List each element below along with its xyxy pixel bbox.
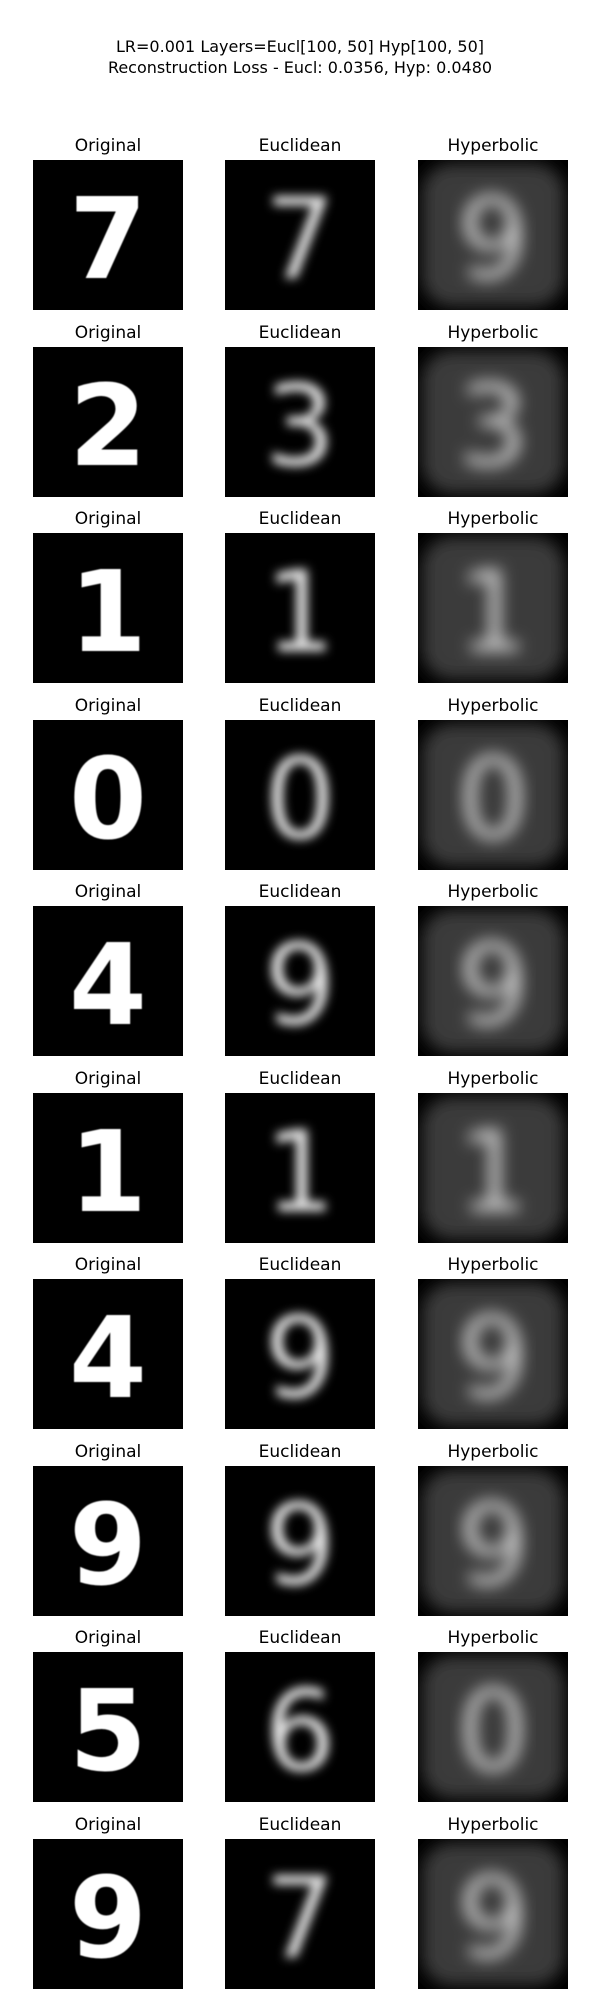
- hyperbolic-digit-glyph: 9: [457, 921, 528, 1051]
- original-image-row-2: 2: [33, 347, 183, 497]
- panel-title-euclidean: Euclidean: [258, 1442, 342, 1462]
- panel-title-original: Original: [74, 1815, 142, 1835]
- panel-title-euclidean: Euclidean: [258, 882, 342, 902]
- hyperbolic-image-row-6: 1: [418, 1093, 568, 1243]
- panel-title-hyperbolic: Hyperbolic: [447, 323, 539, 343]
- panel-title-original: Original: [74, 1255, 142, 1275]
- panel-title-euclidean: Euclidean: [258, 1069, 342, 1089]
- original-digit-glyph: 9: [69, 1854, 147, 1984]
- original-digit-glyph: 2: [69, 362, 147, 492]
- euclidean-image-row-1: 7: [225, 160, 375, 310]
- original-digit-glyph: 4: [69, 921, 147, 1051]
- euclidean-digit-glyph: 0: [264, 735, 335, 865]
- panel-title-euclidean: Euclidean: [258, 1255, 342, 1275]
- euclidean-image-row-9: 6: [225, 1652, 375, 1802]
- euclidean-digit-glyph: 9: [264, 921, 335, 1051]
- panel-title-original: Original: [74, 323, 142, 343]
- hyperbolic-image-row-2: 3: [418, 347, 568, 497]
- panel-title-original: Original: [74, 136, 142, 156]
- panel-title-euclidean: Euclidean: [258, 136, 342, 156]
- euclidean-digit-glyph: 7: [264, 1854, 335, 1984]
- hyperbolic-image-row-5: 9: [418, 906, 568, 1056]
- original-image-row-6: 1: [33, 1093, 183, 1243]
- panel-title-hyperbolic: Hyperbolic: [447, 136, 539, 156]
- hyperbolic-digit-glyph: 9: [457, 1294, 528, 1424]
- hyperbolic-digit-glyph: 9: [457, 175, 528, 305]
- hyperbolic-digit-glyph: 0: [457, 735, 528, 865]
- euclidean-digit-glyph: 6: [264, 1667, 335, 1797]
- panel-title-euclidean: Euclidean: [258, 323, 342, 343]
- hyperbolic-digit-glyph: 0: [457, 1667, 528, 1797]
- panel-title-hyperbolic: Hyperbolic: [447, 509, 539, 529]
- panel-title-original: Original: [74, 1069, 142, 1089]
- original-digit-glyph: 9: [69, 1481, 147, 1611]
- hyperbolic-image-row-9: 0: [418, 1652, 568, 1802]
- panel-title-hyperbolic: Hyperbolic: [447, 882, 539, 902]
- figure-title-line-2: Reconstruction Loss - Eucl: 0.0356, Hyp:…: [107, 58, 493, 77]
- panel-title-euclidean: Euclidean: [258, 1815, 342, 1835]
- panel-title-hyperbolic: Hyperbolic: [447, 1069, 539, 1089]
- hyperbolic-digit-glyph: 1: [457, 548, 528, 678]
- euclidean-digit-glyph: 1: [264, 1108, 335, 1238]
- hyperbolic-image-row-4: 0: [418, 720, 568, 870]
- hyperbolic-image-row-3: 1: [418, 533, 568, 683]
- original-image-row-4: 0: [33, 720, 183, 870]
- panel-title-original: Original: [74, 696, 142, 716]
- hyperbolic-image-row-10: 9: [418, 1839, 568, 1989]
- euclidean-image-row-7: 9: [225, 1279, 375, 1429]
- euclidean-digit-glyph: 3: [264, 362, 335, 492]
- hyperbolic-image-row-7: 9: [418, 1279, 568, 1429]
- euclidean-image-row-10: 7: [225, 1839, 375, 1989]
- panel-title-hyperbolic: Hyperbolic: [447, 1442, 539, 1462]
- panel-title-euclidean: Euclidean: [258, 509, 342, 529]
- euclidean-digit-glyph: 1: [264, 548, 335, 678]
- hyperbolic-digit-glyph: 1: [457, 1108, 528, 1238]
- panel-title-hyperbolic: Hyperbolic: [447, 1628, 539, 1648]
- euclidean-digit-glyph: 9: [264, 1294, 335, 1424]
- hyperbolic-image-row-8: 9: [418, 1466, 568, 1616]
- panel-title-hyperbolic: Hyperbolic: [447, 1815, 539, 1835]
- hyperbolic-image-row-1: 9: [418, 160, 568, 310]
- original-image-row-5: 4: [33, 906, 183, 1056]
- euclidean-image-row-6: 1: [225, 1093, 375, 1243]
- original-digit-glyph: 4: [69, 1294, 147, 1424]
- original-digit-glyph: 5: [69, 1667, 147, 1797]
- original-image-row-8: 9: [33, 1466, 183, 1616]
- panel-title-euclidean: Euclidean: [258, 1628, 342, 1648]
- original-image-row-10: 9: [33, 1839, 183, 1989]
- panel-title-original: Original: [74, 1442, 142, 1462]
- figure-title-line-1: LR=0.001 Layers=Eucl[100, 50] Hyp[100, 5…: [115, 37, 485, 56]
- original-digit-glyph: 7: [69, 175, 147, 305]
- hyperbolic-digit-glyph: 9: [457, 1481, 528, 1611]
- euclidean-image-row-4: 0: [225, 720, 375, 870]
- original-digit-glyph: 1: [69, 1108, 147, 1238]
- panel-title-hyperbolic: Hyperbolic: [447, 696, 539, 716]
- original-image-row-3: 1: [33, 533, 183, 683]
- euclidean-image-row-8: 9: [225, 1466, 375, 1616]
- panel-title-original: Original: [74, 509, 142, 529]
- hyperbolic-digit-glyph: 9: [457, 1854, 528, 1984]
- panel-title-hyperbolic: Hyperbolic: [447, 1255, 539, 1275]
- panel-title-euclidean: Euclidean: [258, 696, 342, 716]
- panel-title-original: Original: [74, 1628, 142, 1648]
- euclidean-image-row-3: 1: [225, 533, 375, 683]
- hyperbolic-digit-glyph: 3: [457, 362, 528, 492]
- original-image-row-1: 7: [33, 160, 183, 310]
- original-image-row-9: 5: [33, 1652, 183, 1802]
- original-image-row-7: 4: [33, 1279, 183, 1429]
- euclidean-image-row-2: 3: [225, 347, 375, 497]
- euclidean-digit-glyph: 9: [264, 1481, 335, 1611]
- euclidean-image-row-5: 9: [225, 906, 375, 1056]
- figure-title: LR=0.001 Layers=Eucl[100, 50] Hyp[100, 5…: [0, 36, 600, 78]
- panel-title-original: Original: [74, 882, 142, 902]
- original-digit-glyph: 0: [69, 735, 147, 865]
- original-digit-glyph: 1: [69, 548, 147, 678]
- euclidean-digit-glyph: 7: [264, 175, 335, 305]
